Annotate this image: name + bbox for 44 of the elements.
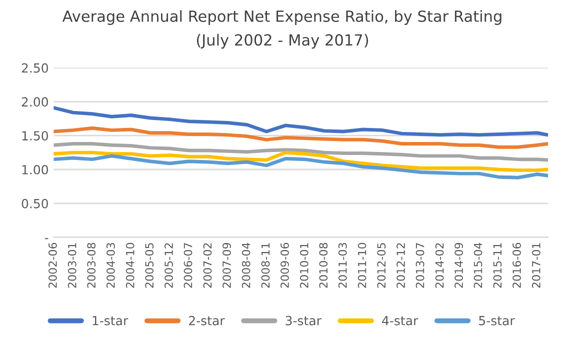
y-tick-label: 2.00 xyxy=(22,97,48,107)
x-tick-label: 2012-12 xyxy=(396,243,405,288)
x-tick-label: 2008-04 xyxy=(242,242,250,288)
x-tick-label: 2006-07 xyxy=(184,243,192,288)
x-tick-label: 2008-11 xyxy=(261,243,270,288)
x-tick-label: 2015-04 xyxy=(474,242,482,288)
x-tick-label: 2003-08 xyxy=(87,242,96,288)
chart-subtitle: (July 2002 - May 2017) xyxy=(196,34,368,49)
legend-label: 5-star xyxy=(479,316,515,326)
y-tick-label: 2.50 xyxy=(22,63,48,73)
y-tick-label: 0.50 xyxy=(22,198,48,208)
x-tick-label: 2014-02 xyxy=(435,243,444,288)
y-tick-label: 1.50 xyxy=(22,131,48,141)
x-tick-label: 2015-11 xyxy=(493,243,502,288)
legend-label: 2-star xyxy=(189,316,225,326)
line-series xyxy=(54,150,548,172)
x-tick-label: 2007-02 xyxy=(203,243,212,288)
x-tick-label: 2016-06 xyxy=(512,242,521,288)
x-tick-label: 2009-06 xyxy=(280,242,289,288)
legend-label: 3-star xyxy=(286,316,322,326)
y-tick-label: 1.00 xyxy=(22,164,48,174)
x-tick-label: 2003-01 xyxy=(68,243,76,288)
line-series xyxy=(54,106,548,137)
x-tick-label: 2007-09 xyxy=(222,242,231,288)
x-tick-label: 2014-09 xyxy=(454,242,463,288)
x-tick-label: 2013-07 xyxy=(416,243,424,288)
chart-title: Average Annual Report Net Expense Ratio, by Star Rating xyxy=(62,10,502,25)
x-tick-label: 2002-06 xyxy=(48,242,57,288)
line-series xyxy=(54,154,548,180)
x-tick-label: 2004-03 xyxy=(106,243,115,288)
legend-label: 1-star xyxy=(92,316,128,326)
line-series xyxy=(54,142,548,162)
x-tick-label: 2017-01 xyxy=(532,243,540,288)
x-tick-label: 2012-05 xyxy=(377,243,386,288)
x-tick-label: 2011-03 xyxy=(338,243,347,288)
x-tick-label: 2011-10 xyxy=(358,242,366,288)
x-tick-label: 2005-12 xyxy=(164,243,173,288)
x-tick-label: 2005-05 xyxy=(145,243,154,288)
legend-label: 4-star xyxy=(382,316,418,326)
x-tick-label: 2010-01 xyxy=(300,243,308,288)
y-tick-label: - xyxy=(44,238,48,240)
x-tick-label: 2010-08 xyxy=(319,242,328,288)
x-tick-label: 2004-10 xyxy=(126,242,134,288)
line-series xyxy=(54,126,548,149)
